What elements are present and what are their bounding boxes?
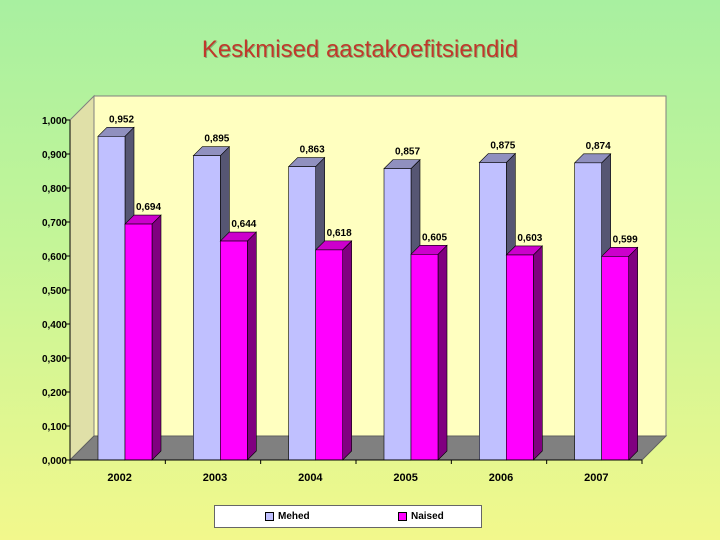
- x-tick-label: 2004: [298, 472, 323, 484]
- x-tick-label: 2002: [107, 472, 131, 484]
- y-tick-label: 0,800: [42, 184, 67, 195]
- data-label-mehed-2002: 0,952: [109, 114, 134, 125]
- x-tick-label: 2007: [584, 472, 608, 484]
- data-label-mehed-2004: 0,863: [300, 145, 325, 156]
- data-label-mehed-2007: 0,874: [586, 141, 611, 152]
- data-label-naised-2004: 0,618: [327, 228, 352, 239]
- legend-item-mehed: Mehed: [265, 511, 310, 522]
- x-tick-label: 2005: [393, 472, 417, 484]
- data-label-mehed-2006: 0,875: [490, 141, 515, 152]
- bar-naised-2006: [505, 245, 544, 461]
- y-axis: 0,000 0,100 0,200 0,300 0,400 0,500 0,600 0,700…: [42, 116, 71, 467]
- legend: Mehed Naised: [214, 505, 482, 528]
- legend-swatch-mehed: [265, 512, 274, 521]
- bar-naised-2003: [219, 231, 258, 461]
- data-label-mehed-2003: 0,895: [204, 134, 229, 145]
- y-tick-label: 0,200: [42, 388, 67, 399]
- bar-naised-2007: [600, 246, 639, 461]
- data-label-naised-2007: 0,599: [613, 234, 638, 245]
- y-tick-label: 0,400: [42, 320, 67, 331]
- data-label-naised-2002: 0,694: [136, 202, 161, 213]
- data-label-naised-2006: 0,603: [517, 233, 542, 244]
- x-tick-label: 2006: [489, 472, 513, 484]
- data-label-naised-2003: 0,644: [231, 219, 256, 230]
- chart-title: Keskmised aastakoefitsiendid: [201, 36, 519, 63]
- legend-label-naised: Naised: [411, 511, 444, 522]
- bar-naised-2005: [410, 244, 448, 461]
- y-tick-label: 0,000: [42, 456, 67, 467]
- y-tick-label: 0,500: [42, 286, 67, 297]
- y-tick-label: 0,100: [42, 422, 67, 433]
- data-label-mehed-2005: 0,857: [395, 147, 420, 158]
- legend-item-naised: Naised: [398, 511, 444, 522]
- legend-swatch-naised: [398, 512, 407, 521]
- y-tick-label: 0,700: [42, 218, 67, 229]
- y-tick-label: 1,000: [42, 116, 67, 127]
- y-tick-label: 0,900: [42, 150, 67, 161]
- y-tick-label: 0,600: [42, 252, 67, 263]
- data-label-naised-2005: 0,605: [422, 232, 447, 243]
- x-axis: 2002 2003 2004 2005 2006 2007: [69, 459, 643, 484]
- bars: 0,952 0,694 0,895 0,644 0,863 0,618 0,857 0,605…: [97, 114, 639, 461]
- y-tick-label: 0,300: [42, 354, 67, 365]
- legend-label-mehed: Mehed: [278, 511, 310, 522]
- bar-naised-2004: [314, 240, 353, 461]
- plot-side-wall: [69, 94, 95, 462]
- bar-naised-2002: [124, 214, 162, 461]
- x-tick-label: 2003: [203, 472, 227, 484]
